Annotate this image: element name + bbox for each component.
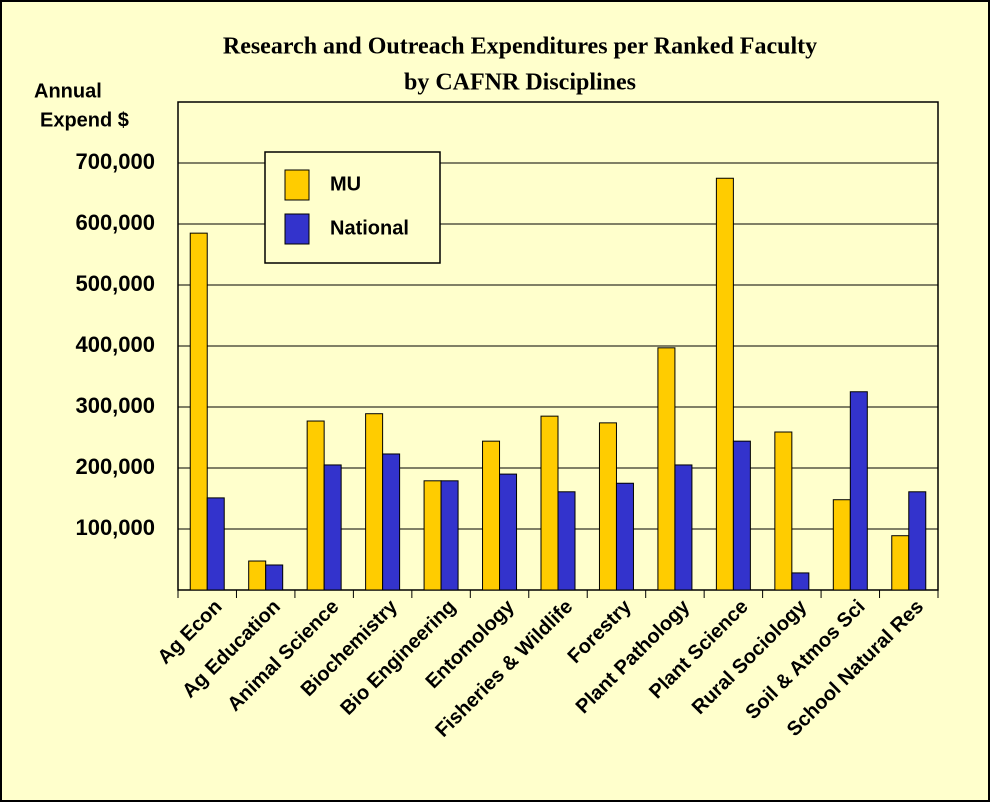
y-tick-label: 600,000	[75, 210, 155, 235]
bar	[849, 391, 868, 591]
y-tick-label: 500,000	[75, 271, 155, 296]
legend-label: MU	[330, 173, 361, 195]
y-tick-label: 300,000	[75, 393, 155, 418]
bar	[306, 420, 325, 591]
bar	[365, 413, 384, 591]
legend-label: National	[330, 217, 409, 239]
y-tick-label: 700,000	[75, 149, 155, 174]
bar	[674, 464, 693, 591]
bar	[265, 564, 284, 591]
bar	[891, 535, 910, 591]
bar	[206, 497, 225, 591]
bar	[323, 464, 342, 591]
bar	[615, 482, 634, 591]
y-axis-label: Expend $	[40, 109, 129, 131]
bar	[423, 480, 442, 591]
legend-swatch	[284, 169, 310, 201]
bar	[832, 499, 851, 591]
bar	[791, 572, 810, 591]
bar	[774, 431, 793, 591]
bar	[499, 473, 518, 591]
bar	[715, 177, 734, 591]
chart-title: Research and Outreach Expenditures per R…	[223, 34, 817, 60]
y-tick-label: 200,000	[75, 454, 155, 479]
bar	[598, 422, 617, 591]
bar	[440, 480, 459, 591]
bar	[557, 491, 576, 591]
y-tick-label: 400,000	[75, 332, 155, 357]
bar	[482, 440, 501, 591]
chart-title: by CAFNR Disciplines	[404, 70, 636, 96]
bar	[382, 453, 401, 591]
bar	[248, 560, 267, 591]
bar	[908, 491, 927, 591]
bar	[657, 347, 676, 591]
y-axis-label: Annual	[34, 80, 102, 102]
bar	[540, 415, 559, 591]
legend-swatch	[284, 213, 310, 245]
bar	[732, 440, 751, 591]
bar	[189, 232, 208, 591]
y-tick-label: 100,000	[75, 515, 155, 540]
legend-box	[264, 151, 441, 264]
